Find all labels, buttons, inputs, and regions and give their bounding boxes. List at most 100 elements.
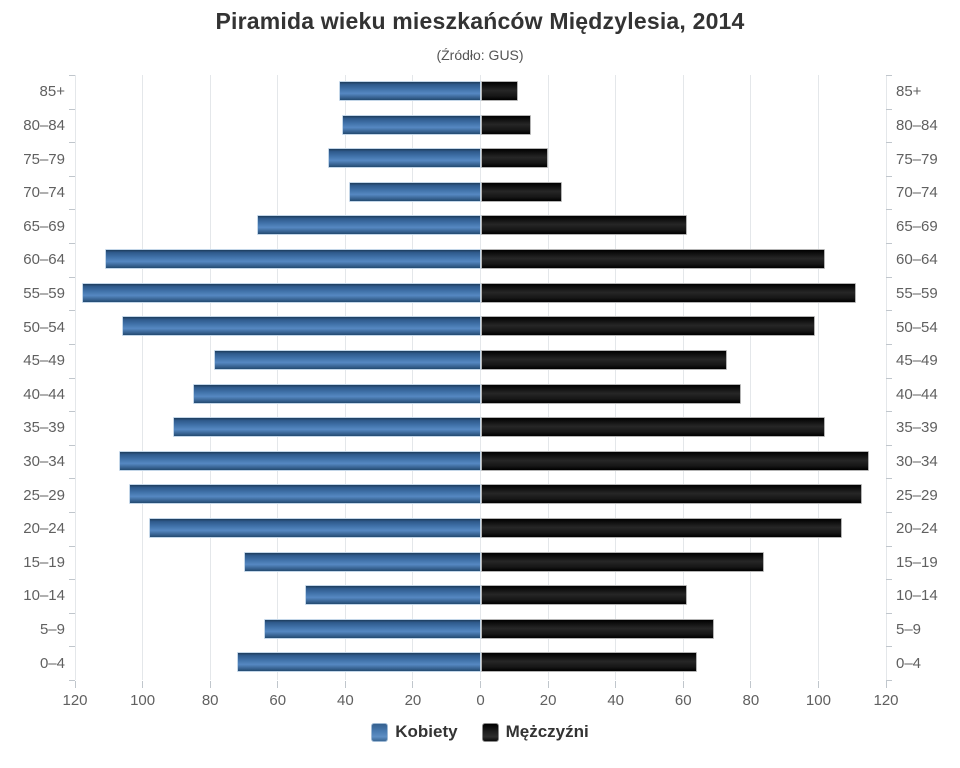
bar-mezczyzni-70–74[interactable]	[480, 181, 562, 202]
pyramid-row	[75, 579, 886, 613]
plot-wrap: 85+ 80–84 75–79 70–74 65–69 60–64 55–59 50–54 45…	[0, 75, 960, 681]
bar-kobiety-0–4[interactable]	[237, 652, 481, 673]
bar-kobiety-65–69[interactable]	[257, 215, 481, 236]
bar-mezczyzni-80–84[interactable]	[480, 114, 532, 135]
y-axis-label: 70–74	[896, 184, 938, 202]
bar-kobiety-40–44[interactable]	[193, 383, 481, 404]
bar-kobiety-45–49[interactable]	[213, 349, 481, 370]
bar-kobiety-5–9[interactable]	[264, 618, 481, 639]
bar-kobiety-50–54[interactable]	[122, 316, 481, 337]
y-axis-label: 50–54	[896, 318, 938, 336]
pyramid-row	[75, 445, 886, 479]
y-axis-tick	[886, 612, 892, 614]
y-axis-tick	[886, 444, 892, 446]
gridline	[412, 75, 414, 680]
y-axis-label: 65–69	[896, 217, 938, 235]
y-axis-tick	[69, 209, 75, 211]
x-axis-tick	[750, 681, 752, 688]
gridline	[142, 75, 144, 680]
y-axis-label: 45–49	[896, 352, 938, 370]
pyramid-row	[75, 277, 886, 311]
bar-kobiety-15–19[interactable]	[243, 551, 481, 572]
bar-mezczyzni-35–39[interactable]	[480, 417, 826, 438]
y-axis-tick	[69, 511, 75, 513]
bar-mezczyzni-5–9[interactable]	[480, 618, 714, 639]
gridline	[344, 75, 346, 680]
x-axis-label: 80	[201, 692, 219, 709]
pyramid-row	[75, 142, 886, 176]
chart-subtitle: (Źródło: GUS)	[436, 47, 524, 63]
bar-kobiety-25–29[interactable]	[129, 484, 481, 505]
pyramid-row	[75, 378, 886, 412]
y-axis-tick	[69, 680, 75, 681]
y-axis-tick	[69, 646, 75, 648]
y-axis-tick	[886, 75, 892, 76]
y-axis-label: 40–44	[896, 385, 938, 403]
bar-kobiety-85+[interactable]	[338, 81, 481, 101]
bar-mezczyzni-30–34[interactable]	[480, 450, 870, 471]
y-axis-label: 15–19	[896, 553, 938, 571]
bar-kobiety-80–84[interactable]	[341, 114, 481, 135]
x-axis-label: 100	[130, 692, 156, 709]
bar-mezczyzni-50–54[interactable]	[480, 316, 816, 337]
y-axis-tick	[886, 511, 892, 513]
x-axis-label: 40	[336, 692, 354, 709]
y-axis-tick	[886, 377, 892, 379]
x-axis-label: 40	[607, 692, 624, 709]
bar-kobiety-20–24[interactable]	[149, 517, 481, 538]
bar-kobiety-55–59[interactable]	[81, 282, 481, 303]
pyramid-row	[75, 75, 886, 109]
legend-label-kobiety: Kobiety	[395, 722, 458, 741]
bar-mezczyzni-45–49[interactable]	[480, 349, 728, 370]
y-axis-label: 60–64	[896, 251, 938, 269]
y-axis-label: 35–39	[23, 419, 65, 437]
x-axis-tick	[615, 681, 617, 688]
bar-mezczyzni-15–19[interactable]	[480, 551, 765, 572]
legend-item-mezczyzni[interactable]: Mężczyźni	[481, 722, 589, 742]
bar-mezczyzni-55–59[interactable]	[480, 282, 856, 303]
y-axis-label: 15–19	[23, 553, 65, 571]
x-axis-tick	[817, 681, 819, 688]
y-axis-label: 55–59	[896, 284, 938, 302]
y-axis-tick	[69, 108, 75, 110]
bar-mezczyzni-25–29[interactable]	[480, 484, 863, 505]
pyramid-row	[75, 310, 886, 344]
y-axis-label: 10–14	[896, 587, 938, 605]
bar-mezczyzni-75–79[interactable]	[480, 148, 549, 169]
pyramid-row	[75, 512, 886, 546]
gridline	[817, 75, 819, 680]
x-axis-label: 0	[476, 692, 485, 709]
y-axis-right: 85+ 80–84 75–79 70–74 65–69 60–64 55–59 50–54 45…	[886, 75, 960, 680]
y-axis-tick	[69, 142, 75, 144]
y-axis-label: 30–34	[896, 453, 938, 471]
bar-mezczyzni-40–44[interactable]	[480, 383, 741, 404]
y-axis-label: 75–79	[896, 150, 938, 168]
y-axis-tick	[69, 243, 75, 245]
bar-mezczyzni-20–24[interactable]	[480, 517, 843, 538]
bar-kobiety-10–14[interactable]	[304, 585, 481, 606]
bar-mezczyzni-85+[interactable]	[480, 81, 518, 101]
y-axis-label: 75–79	[23, 150, 65, 168]
bar-kobiety-35–39[interactable]	[173, 417, 481, 438]
legend-item-kobiety[interactable]: Kobiety	[371, 722, 458, 742]
pyramid-row	[75, 646, 886, 680]
x-axis-tick	[682, 681, 684, 688]
y-axis-tick	[886, 310, 892, 312]
y-axis-tick	[69, 579, 75, 581]
y-axis-label: 80–84	[23, 116, 65, 134]
bar-kobiety-70–74[interactable]	[348, 181, 481, 202]
x-axis-label: 100	[805, 692, 831, 709]
bar-mezczyzni-0–4[interactable]	[480, 652, 697, 673]
bar-kobiety-60–64[interactable]	[105, 249, 481, 270]
y-axis-tick	[886, 343, 892, 345]
bar-mezczyzni-10–14[interactable]	[480, 585, 687, 606]
y-axis-tick	[69, 444, 75, 446]
bar-kobiety-75–79[interactable]	[328, 148, 481, 169]
y-axis-tick	[69, 478, 75, 480]
pyramid-row	[75, 109, 886, 143]
bar-mezczyzni-65–69[interactable]	[480, 215, 687, 236]
bar-kobiety-30–34[interactable]	[118, 450, 481, 471]
pyramid-row	[75, 243, 886, 277]
gridline	[547, 75, 549, 680]
bar-mezczyzni-60–64[interactable]	[480, 249, 826, 270]
